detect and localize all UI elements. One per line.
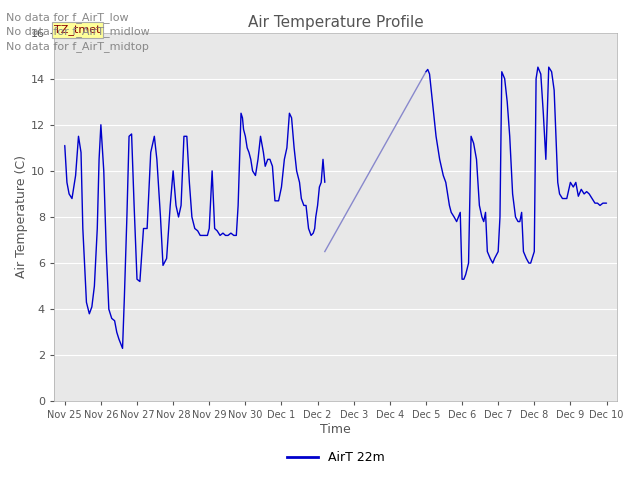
Y-axis label: Air Temperature (C): Air Temperature (C) <box>15 156 28 278</box>
Text: No data for f_AirT_low: No data for f_AirT_low <box>6 12 129 23</box>
Title: Air Temperature Profile: Air Temperature Profile <box>248 15 424 30</box>
Text: No data for f_AirT_midlow: No data for f_AirT_midlow <box>6 26 150 37</box>
Text: No data for f_AirT_midtop: No data for f_AirT_midtop <box>6 41 149 52</box>
Text: TZ_tmet: TZ_tmet <box>54 24 100 36</box>
X-axis label: Time: Time <box>320 423 351 436</box>
Legend: AirT 22m: AirT 22m <box>282 446 390 469</box>
